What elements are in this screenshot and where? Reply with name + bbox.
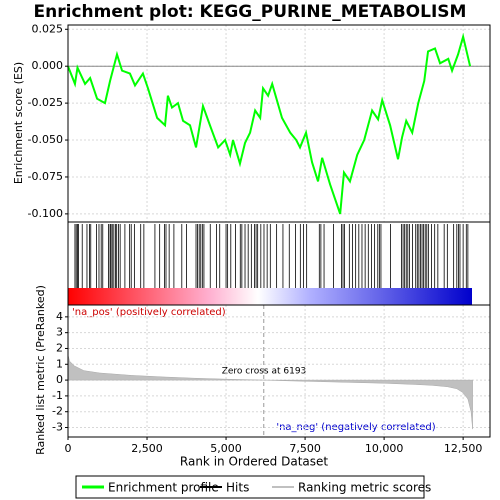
y-axis-label: Enrichment score (ES): [12, 62, 25, 184]
metric-area: [67, 354, 473, 430]
x-tick-label: 10,000: [365, 442, 404, 455]
legend-label: Ranking metric scores: [298, 481, 431, 495]
y-tick-label: 0.025: [32, 22, 64, 35]
x-axis-label: Rank in Ordered Dataset: [180, 455, 328, 469]
x-tick-label: 7,500: [289, 442, 321, 455]
y-tick-label: 0.000: [32, 59, 64, 72]
y-tick-label: -0.075: [28, 170, 63, 183]
legend-label: Enrichment profile: [108, 481, 219, 495]
y-tick-label: 1: [56, 357, 63, 370]
x-tick-label: 12,500: [444, 442, 483, 455]
annotation: 'na_pos' (positively correlated): [72, 307, 226, 318]
color-bar: [68, 288, 472, 305]
y-tick-label: -2: [52, 405, 63, 418]
frame: [67, 304, 491, 438]
legend-label: Hits: [226, 481, 249, 495]
legend: [75, 475, 425, 499]
y-tick-label: 0: [56, 373, 63, 386]
y-tick-label: 3: [56, 326, 63, 339]
y-tick-label: -1: [52, 389, 63, 402]
chart-title: Enrichment plot: KEGG_PURINE_METABOLISM: [34, 2, 467, 22]
y-tick-label: -0.100: [28, 207, 63, 220]
enrichment-line: [67, 32, 472, 215]
y-tick-label: 4: [56, 310, 63, 323]
y-tick-label: -0.050: [28, 133, 63, 146]
y-tick-label: -0.025: [28, 96, 63, 109]
y-tick-label: 2: [56, 341, 63, 354]
y-axis-label: Ranked list metric (PreRanked): [34, 285, 47, 455]
x-tick-label: 0: [65, 442, 72, 455]
x-tick-label: 5,000: [210, 442, 242, 455]
y-tick-label: -3: [52, 421, 63, 434]
x-tick-label: 2,500: [131, 442, 163, 455]
